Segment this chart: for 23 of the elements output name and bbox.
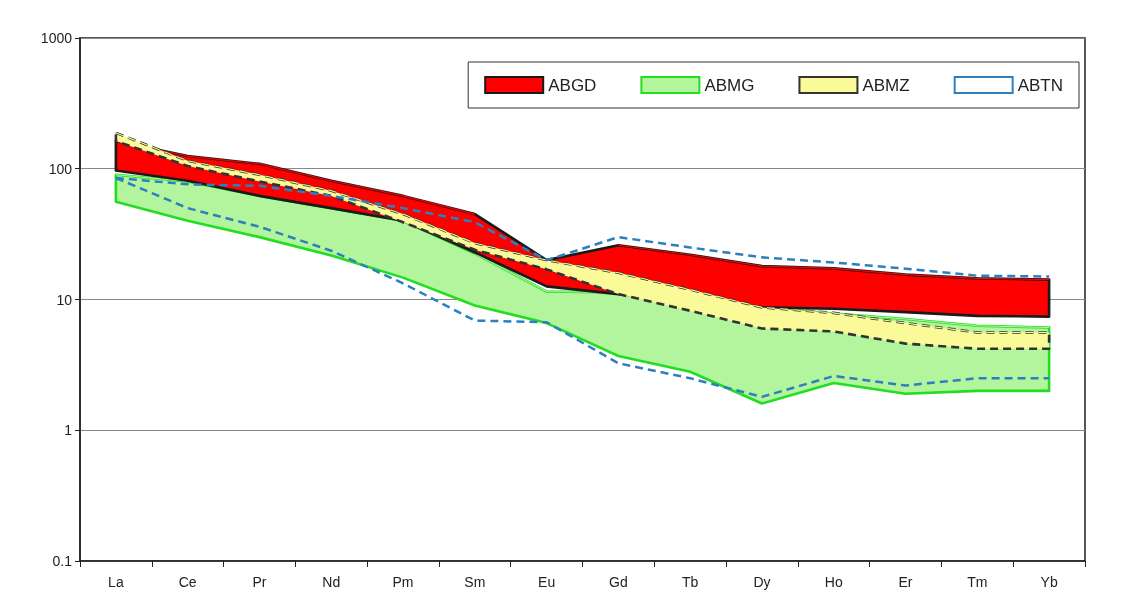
y-tick-label: 1000 — [40, 30, 73, 46]
legend-label: ABTN — [1017, 75, 1063, 95]
x-tick-label: Gd — [609, 574, 628, 590]
x-tick-label: Nd — [322, 574, 341, 590]
x-tick-label: Sm — [464, 574, 486, 590]
x-tick-label: Ce — [178, 574, 197, 590]
y-tick-label: 100 — [48, 160, 73, 177]
y-tick-label: 0.1 — [52, 553, 73, 569]
x-tick-label: Yb — [1040, 574, 1058, 590]
x-tick-label: Pr — [252, 574, 267, 590]
x-tick-label: Tb — [682, 574, 699, 590]
legend-label: ABMZ — [862, 75, 910, 95]
x-tick-label: Dy — [753, 574, 771, 590]
legend-label: ABMG — [704, 75, 755, 95]
legend-label: ABGD — [548, 75, 597, 95]
x-tick-label: Er — [898, 574, 913, 590]
x-tick-label: Tm — [967, 574, 988, 590]
x-tick-label: Ho — [824, 574, 843, 590]
x-tick-label: La — [108, 574, 124, 590]
x-tick-label: Pm — [392, 574, 414, 590]
x-tick-label: Eu — [538, 574, 556, 590]
y-tick-label: 1 — [64, 422, 73, 439]
y-tick-label: 10 — [56, 291, 73, 308]
